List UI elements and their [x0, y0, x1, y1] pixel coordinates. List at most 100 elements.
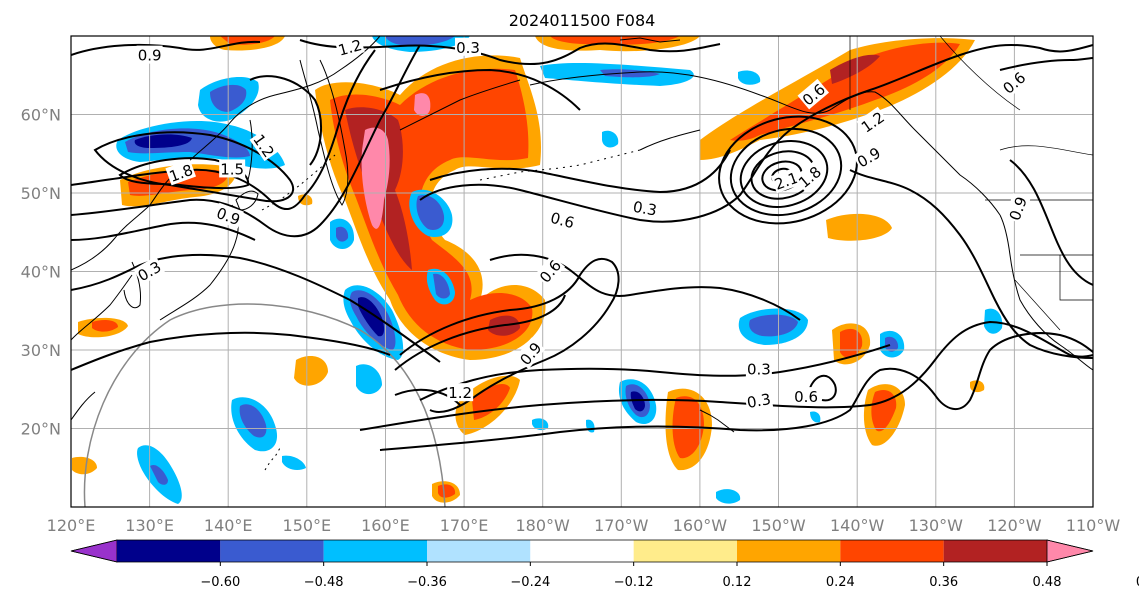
lon-tick-label: 160°W	[673, 516, 728, 535]
colorbar-segment	[220, 540, 324, 562]
contour-label-halo	[770, 167, 802, 194]
negative-anomaly-region	[885, 336, 899, 352]
negative-anomaly-region	[385, 36, 455, 46]
contour-label-halo	[334, 36, 365, 59]
political-border	[939, 36, 1021, 111]
colorbar-tick-label: 0.48	[1033, 575, 1062, 590]
negative-anomaly-region	[600, 69, 660, 78]
colorbar-tick-label: −0.24	[510, 575, 550, 590]
positive-anomaly-region	[72, 456, 97, 475]
negative-anomaly-region	[433, 273, 450, 299]
contour-label: 0.3	[745, 359, 772, 379]
map-frame	[70, 35, 1094, 508]
contour-label-text: 1.2	[448, 384, 472, 402]
colorbar-extend-low	[70, 539, 118, 563]
lon-tick-label: 170°W	[594, 516, 649, 535]
negative-anomaly-region	[738, 70, 761, 85]
contour-line	[379, 332, 1093, 451]
positive-anomaly-region	[298, 194, 313, 206]
lon-tick-label: 120°E	[47, 516, 96, 535]
lon-tick-label: 110°W	[1066, 516, 1121, 535]
negative-anomaly-region	[532, 418, 549, 431]
positive-anomaly-region	[830, 54, 880, 84]
contour-label-text: 0.3	[746, 390, 773, 412]
map-content: 0.9 1.2 0.31.21.8 1.50.90.30.6 0.30.60.91.20…	[71, 36, 1093, 507]
lon-tick-label: 140°E	[204, 516, 253, 535]
contour-label-text: 0.9	[138, 47, 162, 65]
positive-anomaly-region	[871, 389, 897, 432]
alaska-coastline	[529, 71, 1001, 216]
negative-anomaly-region	[602, 130, 619, 148]
positive-anomaly-region	[438, 484, 456, 498]
lat-tick-label: 40°N	[21, 263, 61, 282]
island-chain	[619, 37, 681, 43]
contour-line	[399, 257, 620, 413]
contour-label: 1.2	[447, 383, 474, 402]
contour-label-halo	[744, 388, 774, 412]
lon-tick-label: 180°W	[516, 516, 571, 535]
contour-label-halo	[219, 159, 246, 178]
political-border	[1014, 279, 1061, 331]
lon-tick-label: 130°E	[125, 516, 174, 535]
latitude-tick-labels: 20°N 30°N 40°N 50°N 60°N	[21, 106, 61, 439]
contour-label-text: 1.5	[220, 160, 244, 178]
contour-label-halo	[514, 337, 546, 370]
contour-label-text: 0.3	[747, 361, 771, 379]
colorbar-tick-label: −0.48	[304, 575, 344, 590]
lon-tick-label: 150°E	[283, 516, 332, 535]
contour-label-halo	[856, 106, 889, 137]
kamchatka-coastline	[299, 59, 349, 206]
contour-line	[71, 253, 441, 363]
colorbar-segment	[943, 540, 1047, 562]
contour-line	[71, 331, 391, 371]
contour-line	[429, 149, 731, 194]
contour-label-halo	[249, 129, 280, 162]
colorbar-tick-label: −0.12	[614, 575, 654, 590]
contour-line	[249, 75, 322, 166]
gridlines	[71, 36, 1093, 507]
negative-anomaly-region	[134, 134, 192, 148]
asia-coastline	[71, 391, 96, 421]
positive-anomaly-region	[826, 213, 892, 241]
political-border	[999, 145, 1093, 156]
contour-line	[71, 44, 421, 238]
contour-line	[71, 49, 376, 210]
alaska-coastline	[399, 79, 521, 131]
figure-title: 2024011500 F084	[509, 11, 656, 30]
colorbar-extend-high	[1046, 539, 1094, 563]
contour-line	[739, 140, 829, 208]
colorbar-segment	[323, 540, 427, 562]
colorbar-outline	[70, 539, 1094, 563]
contour-line	[394, 294, 566, 371]
lat-tick-label: 50°N	[21, 184, 61, 203]
contour-line	[379, 68, 581, 111]
alaska-coastline	[639, 129, 701, 151]
contour-line	[71, 40, 261, 56]
contour-line	[359, 320, 1093, 431]
negative-anomaly-region	[630, 391, 645, 412]
contour-line	[299, 39, 721, 66]
contour-label: 0.9	[136, 45, 163, 65]
colorbar-segment	[117, 540, 221, 562]
negative-anomaly-region	[282, 455, 306, 470]
negative-anomaly-region	[239, 404, 267, 438]
japan-coastline	[235, 190, 259, 211]
positive-anomaly-region	[361, 127, 390, 229]
contour-label-halo	[997, 67, 1030, 98]
lon-tick-label: 130°W	[909, 516, 964, 535]
colorbar-tick-label: −0.60	[200, 575, 240, 590]
hawaii-coastline	[699, 409, 735, 433]
positive-anomaly-region	[294, 356, 328, 386]
contour-label-halo	[447, 383, 474, 402]
contour-label-text: 0.3	[632, 198, 659, 220]
reference-circle	[83, 303, 446, 507]
contour-label-text: 0.6	[548, 209, 576, 233]
contour-label: 0.6	[547, 207, 578, 233]
longitude-tick-labels: 120°E 130°E 140°E 150°E 160°E 170°E 180°W 170°W…	[47, 516, 1121, 535]
contour-label-halo	[797, 78, 830, 110]
kuril-coastline	[247, 119, 253, 181]
lon-tick-label: 160°E	[361, 516, 410, 535]
colorbar-segment	[633, 540, 737, 562]
contour-label-halo	[630, 196, 660, 219]
